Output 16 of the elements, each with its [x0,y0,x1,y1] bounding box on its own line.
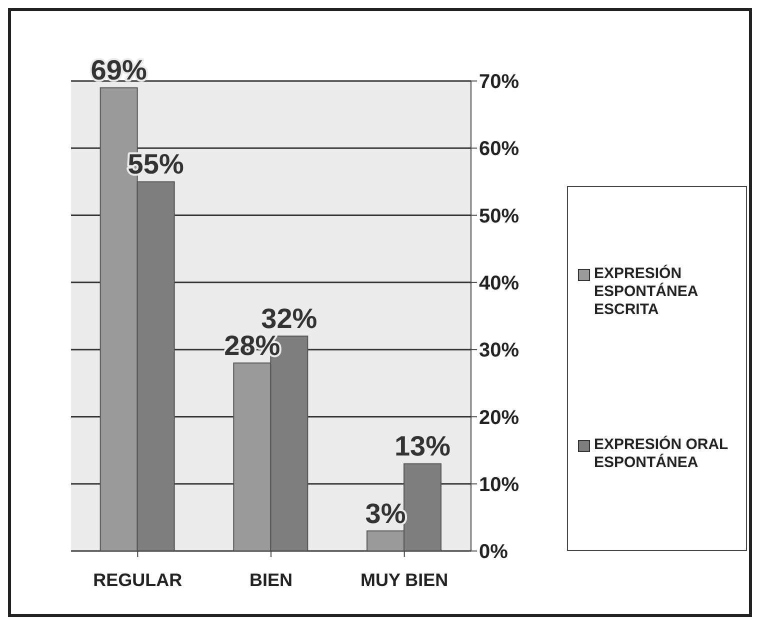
y-tick-label: 0% [479,541,508,564]
y-tick-label: 40% [479,272,520,295]
data-label: 13% [394,430,451,462]
data-label: 32% [261,303,318,334]
x-tick-label: MUY BIEN [360,570,448,590]
x-tick-label: BIEN [249,570,293,590]
y-tick-label: 50% [479,205,520,228]
y-tick-label: 60% [479,138,520,160]
legend-label: EXPRESIÓN ESPONTÁNEA ESCRITA [594,265,699,320]
y-tick-label: 20% [479,406,520,429]
data-label: 69% [90,54,147,86]
y-tick-label: 70% [479,71,520,94]
y-tick-label: 30% [479,340,520,362]
y-tick-label: 10% [479,474,520,496]
legend-label: EXPRESIÓN ORAL ESPONTÁNEA [594,436,729,472]
x-tick-label: REGULAR [93,570,182,590]
